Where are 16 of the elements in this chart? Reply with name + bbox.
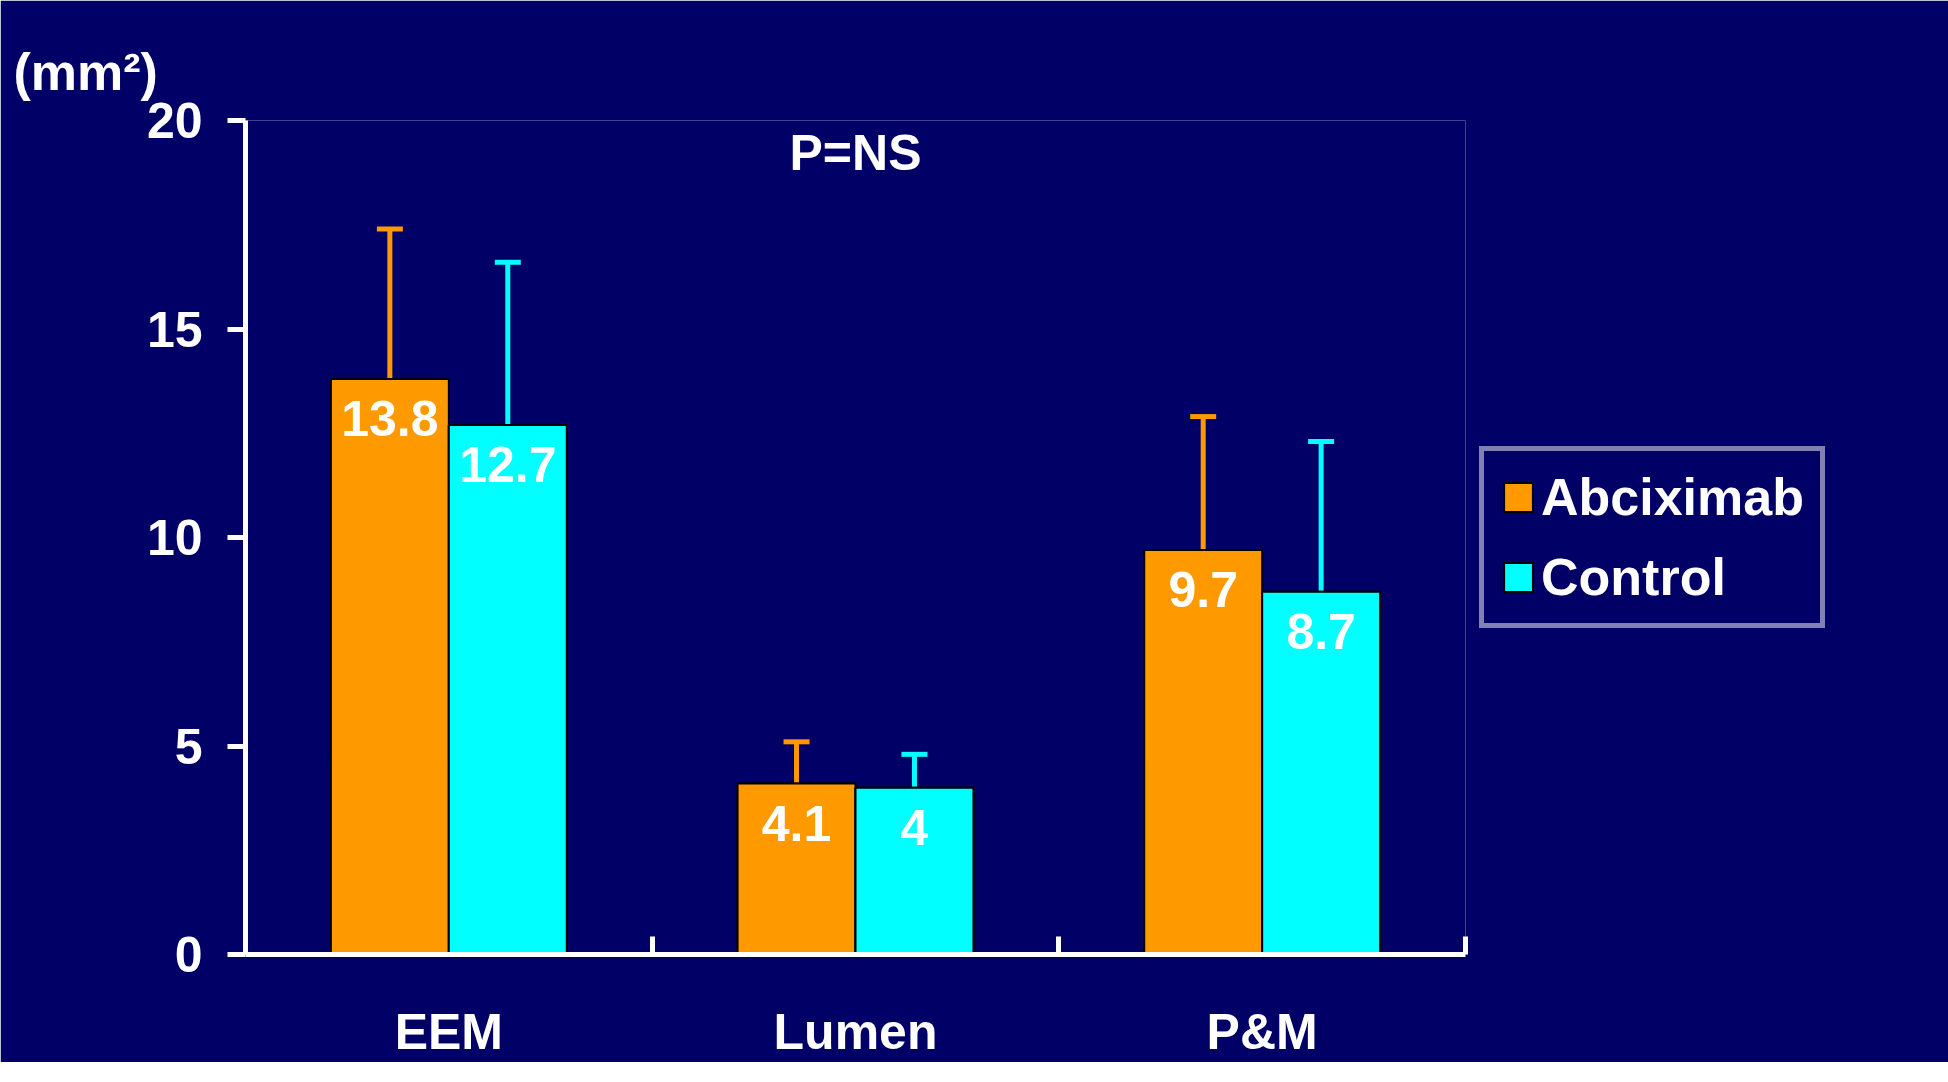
- x-tick-label: P&M: [1206, 1003, 1318, 1060]
- y-tick-label: 0: [174, 927, 203, 983]
- annotation: P=NS: [789, 124, 922, 181]
- legend-label: Control: [1541, 547, 1726, 607]
- data-label: 8.7: [1286, 603, 1356, 660]
- data-label: 13.8: [341, 391, 439, 448]
- y-tick-label: 5: [174, 718, 203, 775]
- y-tick-label: 15: [146, 301, 203, 358]
- data-label: 12.7: [459, 436, 557, 493]
- y-tick-label: 10: [146, 510, 203, 566]
- data-label: 4.1: [761, 795, 832, 852]
- x-tick-label: Lumen: [773, 1003, 938, 1060]
- data-label: 9.7: [1168, 562, 1238, 619]
- legend-label: Abciximab: [1541, 467, 1804, 527]
- x-tick-label: EEM: [394, 1003, 504, 1060]
- data-label: 4: [900, 799, 929, 856]
